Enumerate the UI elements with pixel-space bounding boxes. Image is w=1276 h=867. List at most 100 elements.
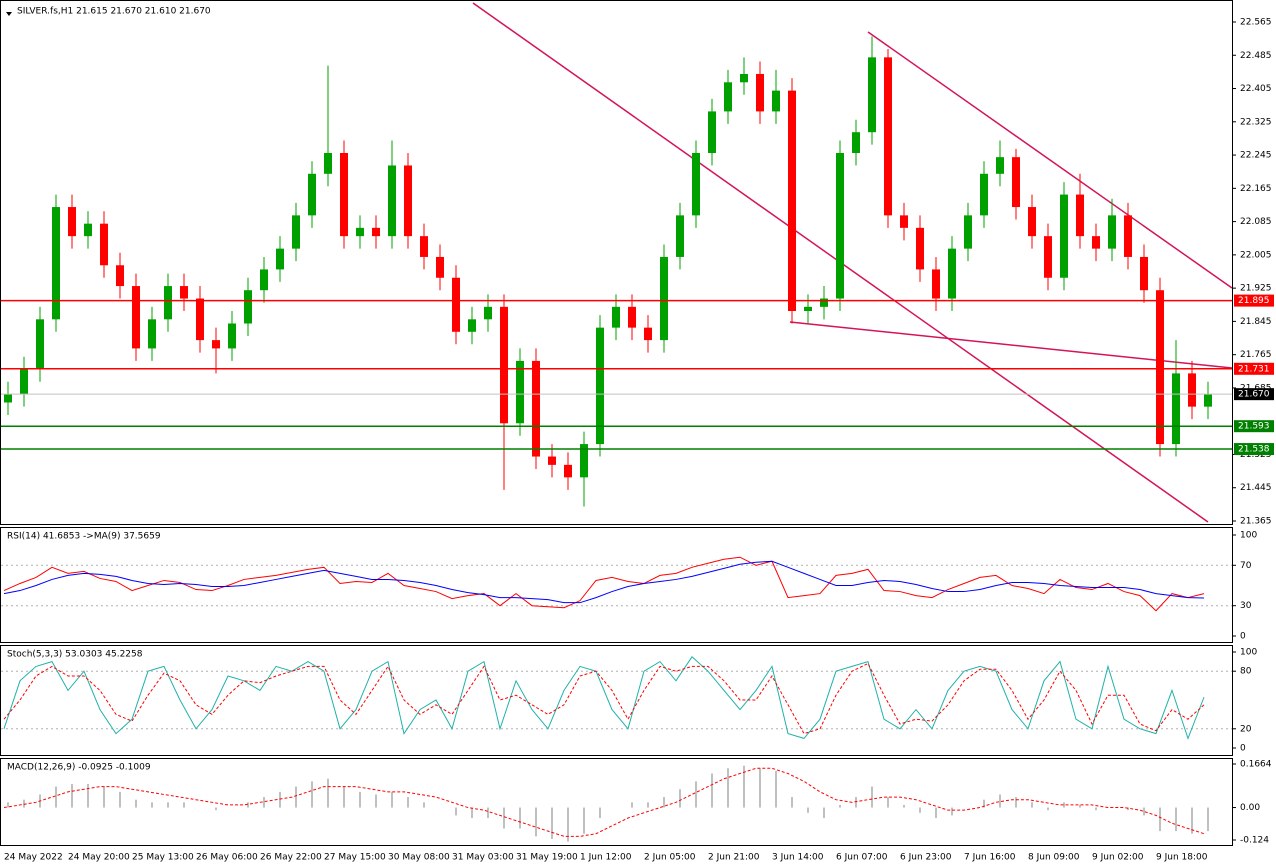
y-tick-label: 0.1664 xyxy=(1240,760,1272,770)
candle-body xyxy=(388,165,396,237)
candle-body xyxy=(276,248,284,270)
candle-body xyxy=(516,360,524,424)
stoch-panel xyxy=(0,645,1233,756)
candle-body xyxy=(68,207,76,237)
indicator-title: RSI(14) 41.6853 ->MA(9) 37.5659 xyxy=(7,532,161,542)
y-tick-label: 22.005 xyxy=(1240,250,1272,260)
x-tick-label: 9 Jun 02:00 xyxy=(1092,853,1144,863)
chart-title: SILVER.fs,H1 21.615 21.670 21.610 21.670 xyxy=(17,7,211,17)
candle-body xyxy=(1044,236,1052,278)
x-tick-label: 9 Jun 18:00 xyxy=(1156,853,1208,863)
candle-body xyxy=(788,90,796,312)
candle-body xyxy=(1204,394,1212,407)
indicator-title: MACD(12,26,9) -0.0925 -0.1009 xyxy=(7,763,151,773)
candle-body xyxy=(196,298,204,341)
candle-body xyxy=(564,464,572,478)
candle-body xyxy=(420,236,428,257)
candle-body xyxy=(756,73,764,112)
candle-body xyxy=(1028,207,1036,237)
candle-body xyxy=(836,152,844,299)
candle-body xyxy=(612,306,620,328)
candle-body xyxy=(452,277,460,332)
candle-body xyxy=(980,173,988,216)
candle-body xyxy=(964,215,972,249)
x-tick-label: 26 May 22:00 xyxy=(260,853,322,863)
candle-body xyxy=(532,360,540,457)
x-tick-label: 26 May 06:00 xyxy=(196,853,258,863)
y-tick-label: 0 xyxy=(1240,632,1246,642)
x-tick-label: 30 May 08:00 xyxy=(388,853,450,863)
y-tick-label: 21.365 xyxy=(1240,517,1272,527)
candle-body xyxy=(804,306,812,312)
candle-body xyxy=(1124,215,1132,257)
x-tick-label: 25 May 13:00 xyxy=(132,853,194,863)
level-label-box xyxy=(1234,294,1274,307)
trend-line xyxy=(867,31,1233,289)
indicator-line xyxy=(3,656,1205,740)
y-tick-label: 21.925 xyxy=(1240,284,1272,294)
macd-panel xyxy=(0,758,1233,846)
candle-body xyxy=(884,57,892,216)
candle-body xyxy=(132,286,140,349)
candle-body xyxy=(644,327,652,341)
candle-body xyxy=(660,256,668,341)
candle-body xyxy=(724,82,732,112)
x-tick-label: 31 May 03:00 xyxy=(452,853,514,863)
candle-body xyxy=(740,73,748,83)
y-tick-label: 21.765 xyxy=(1240,350,1272,360)
candle-body xyxy=(340,152,348,237)
candle-body xyxy=(772,90,780,112)
candle-body xyxy=(212,340,220,349)
candle-body xyxy=(1012,157,1020,208)
candle-body xyxy=(852,132,860,153)
candle-body xyxy=(580,444,588,478)
current-price-box xyxy=(1234,388,1274,401)
y-tick-label: 22.565 xyxy=(1240,18,1272,28)
y-tick-label: 21.845 xyxy=(1240,317,1272,327)
candle-body xyxy=(484,306,492,320)
y-tick-label: 70 xyxy=(1240,561,1252,571)
indicator-line xyxy=(3,767,1205,837)
candle-body xyxy=(628,306,636,328)
candle-body xyxy=(228,323,236,349)
candle-body xyxy=(308,173,316,216)
x-tick-label: 2 Jun 21:00 xyxy=(708,853,760,863)
y-tick-label: 80 xyxy=(1240,667,1252,677)
candle-body xyxy=(468,319,476,332)
candle-body xyxy=(372,227,380,237)
y-tick-label: 22.165 xyxy=(1240,184,1272,194)
candle-body xyxy=(260,269,268,291)
x-tick-label: 31 May 19:00 xyxy=(516,853,578,863)
x-tick-label: 7 Jun 16:00 xyxy=(964,853,1016,863)
level-label: 21.593 xyxy=(1238,422,1270,432)
candle-body xyxy=(36,319,44,370)
candle-body xyxy=(116,265,124,287)
level-label-box xyxy=(1234,443,1274,456)
indicator-line xyxy=(3,560,1205,604)
y-tick-label: 22.245 xyxy=(1240,151,1272,161)
candle-body xyxy=(4,394,12,403)
x-tick-label: 2 Jun 05:00 xyxy=(644,853,696,863)
candle-body xyxy=(932,269,940,299)
rsi-panel xyxy=(0,527,1233,643)
indicator-title: Stoch(5,3,3) 53.0303 45.2258 xyxy=(7,650,143,660)
level-label: 21.538 xyxy=(1238,445,1270,455)
candle-body xyxy=(948,248,956,299)
candle-body xyxy=(180,286,188,299)
candle-body xyxy=(996,157,1004,174)
candle-body xyxy=(868,57,876,133)
menu-arrow[interactable] xyxy=(6,12,12,16)
candle-body xyxy=(324,152,332,174)
candle-body xyxy=(244,290,252,324)
y-tick-label: 0.00 xyxy=(1240,803,1260,813)
candle-body xyxy=(1060,194,1068,278)
indicator-line xyxy=(3,556,1205,612)
candle-body xyxy=(596,327,604,445)
y-tick-label: 100 xyxy=(1240,648,1257,658)
y-tick-label: 100 xyxy=(1240,531,1257,541)
y-tick-label: 22.405 xyxy=(1240,84,1272,94)
x-tick-label: 24 May 20:00 xyxy=(68,853,130,863)
candle-body xyxy=(292,215,300,249)
candle-body xyxy=(164,286,172,320)
